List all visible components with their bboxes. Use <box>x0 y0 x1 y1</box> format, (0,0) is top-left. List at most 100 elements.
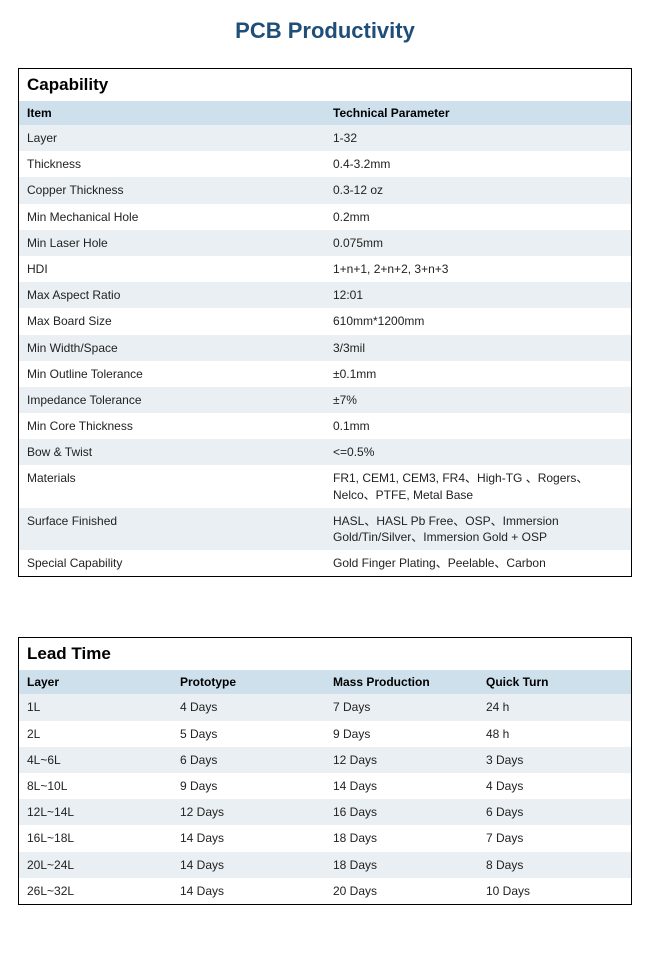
leadtime-cell: 20 Days <box>325 878 478 904</box>
capability-table: Item Technical Parameter Layer1-32Thickn… <box>19 101 631 576</box>
table-row: Special CapabilityGold Finger Plating、Pe… <box>19 550 631 576</box>
leadtime-header-mass: Mass Production <box>325 670 478 694</box>
table-row: Copper Thickness0.3-12 oz <box>19 177 631 203</box>
table-row: HDI1+n+1, 2+n+2, 3+n+3 <box>19 256 631 282</box>
capability-item-cell: Min Laser Hole <box>19 230 325 256</box>
table-row: Bow & Twist<=0.5% <box>19 439 631 465</box>
table-row: Min Laser Hole0.075mm <box>19 230 631 256</box>
capability-table-container: Capability Item Technical Parameter Laye… <box>18 68 632 577</box>
table-row: Max Board Size610mm*1200mm <box>19 308 631 334</box>
table-row: Thickness0.4-3.2mm <box>19 151 631 177</box>
capability-item-cell: Copper Thickness <box>19 177 325 203</box>
leadtime-cell: 18 Days <box>325 825 478 851</box>
table-row: MaterialsFR1, CEM1, CEM3, FR4、High-TG 、R… <box>19 465 631 507</box>
leadtime-header-row: Layer Prototype Mass Production Quick Tu… <box>19 670 631 694</box>
table-row: Min Outline Tolerance±0.1mm <box>19 361 631 387</box>
leadtime-header-quick: Quick Turn <box>478 670 631 694</box>
capability-item-cell: HDI <box>19 256 325 282</box>
table-row: 12L~14L12 Days16 Days6 Days <box>19 799 631 825</box>
capability-param-cell: ±7% <box>325 387 631 413</box>
leadtime-cell: 48 h <box>478 721 631 747</box>
table-row: Min Core Thickness0.1mm <box>19 413 631 439</box>
capability-item-cell: Surface Finished <box>19 508 325 550</box>
capability-item-cell: Special Capability <box>19 550 325 576</box>
leadtime-cell: 18 Days <box>325 852 478 878</box>
capability-item-cell: Min Mechanical Hole <box>19 204 325 230</box>
leadtime-cell: 2L <box>19 721 172 747</box>
capability-section-title: Capability <box>19 69 631 101</box>
leadtime-cell: 4 Days <box>172 694 325 720</box>
leadtime-table: Layer Prototype Mass Production Quick Tu… <box>19 670 631 904</box>
leadtime-cell: 12L~14L <box>19 799 172 825</box>
leadtime-cell: 12 Days <box>172 799 325 825</box>
capability-param-cell: 12:01 <box>325 282 631 308</box>
table-row: Layer1-32 <box>19 125 631 151</box>
leadtime-cell: 14 Days <box>172 878 325 904</box>
table-row: Impedance Tolerance±7% <box>19 387 631 413</box>
capability-param-cell: 0.3-12 oz <box>325 177 631 203</box>
table-row: Surface FinishedHASL、HASL Pb Free、OSP、Im… <box>19 508 631 550</box>
leadtime-cell: 24 h <box>478 694 631 720</box>
leadtime-cell: 26L~32L <box>19 878 172 904</box>
capability-param-cell: <=0.5% <box>325 439 631 465</box>
capability-item-cell: Bow & Twist <box>19 439 325 465</box>
leadtime-cell: 16L~18L <box>19 825 172 851</box>
leadtime-header-prototype: Prototype <box>172 670 325 694</box>
capability-param-cell: 0.4-3.2mm <box>325 151 631 177</box>
capability-param-cell: 1+n+1, 2+n+2, 3+n+3 <box>325 256 631 282</box>
leadtime-cell: 16 Days <box>325 799 478 825</box>
leadtime-section-title: Lead Time <box>19 638 631 670</box>
capability-item-cell: Max Board Size <box>19 308 325 334</box>
leadtime-table-container: Lead Time Layer Prototype Mass Productio… <box>18 637 632 905</box>
table-row: 2L5 Days9 Days48 h <box>19 721 631 747</box>
table-row: 16L~18L14 Days18 Days7 Days <box>19 825 631 851</box>
capability-param-cell: 3/3mil <box>325 335 631 361</box>
leadtime-cell: 6 Days <box>172 747 325 773</box>
capability-item-cell: Impedance Tolerance <box>19 387 325 413</box>
leadtime-cell: 1L <box>19 694 172 720</box>
leadtime-cell: 8L~10L <box>19 773 172 799</box>
leadtime-cell: 14 Days <box>325 773 478 799</box>
table-row: 4L~6L6 Days12 Days3 Days <box>19 747 631 773</box>
table-row: 26L~32L14 Days20 Days10 Days <box>19 878 631 904</box>
leadtime-cell: 7 Days <box>478 825 631 851</box>
capability-header-item: Item <box>19 101 325 125</box>
capability-header-row: Item Technical Parameter <box>19 101 631 125</box>
capability-param-cell: HASL、HASL Pb Free、OSP、Immersion Gold/Tin… <box>325 508 631 550</box>
capability-param-cell: 0.1mm <box>325 413 631 439</box>
table-row: Min Mechanical Hole0.2mm <box>19 204 631 230</box>
capability-item-cell: Min Core Thickness <box>19 413 325 439</box>
capability-param-cell: 1-32 <box>325 125 631 151</box>
leadtime-cell: 6 Days <box>478 799 631 825</box>
leadtime-cell: 9 Days <box>325 721 478 747</box>
capability-param-cell: FR1, CEM1, CEM3, FR4、High-TG 、Rogers、Nel… <box>325 465 631 507</box>
capability-item-cell: Min Width/Space <box>19 335 325 361</box>
table-row: 20L~24L14 Days18 Days8 Days <box>19 852 631 878</box>
leadtime-cell: 5 Days <box>172 721 325 747</box>
capability-param-cell: ±0.1mm <box>325 361 631 387</box>
leadtime-cell: 7 Days <box>325 694 478 720</box>
leadtime-cell: 4 Days <box>478 773 631 799</box>
page-title: PCB Productivity <box>0 18 650 44</box>
table-row: 1L4 Days7 Days24 h <box>19 694 631 720</box>
capability-item-cell: Layer <box>19 125 325 151</box>
leadtime-cell: 4L~6L <box>19 747 172 773</box>
leadtime-cell: 8 Days <box>478 852 631 878</box>
capability-param-cell: Gold Finger Plating、Peelable、Carbon <box>325 550 631 576</box>
leadtime-cell: 10 Days <box>478 878 631 904</box>
leadtime-header-layer: Layer <box>19 670 172 694</box>
capability-param-cell: 0.2mm <box>325 204 631 230</box>
table-row: Max Aspect Ratio12:01 <box>19 282 631 308</box>
leadtime-cell: 20L~24L <box>19 852 172 878</box>
capability-item-cell: Materials <box>19 465 325 507</box>
table-row: Min Width/Space3/3mil <box>19 335 631 361</box>
leadtime-cell: 9 Days <box>172 773 325 799</box>
capability-param-cell: 0.075mm <box>325 230 631 256</box>
table-row: 8L~10L9 Days14 Days4 Days <box>19 773 631 799</box>
capability-item-cell: Max Aspect Ratio <box>19 282 325 308</box>
capability-item-cell: Min Outline Tolerance <box>19 361 325 387</box>
capability-param-cell: 610mm*1200mm <box>325 308 631 334</box>
capability-header-param: Technical Parameter <box>325 101 631 125</box>
capability-item-cell: Thickness <box>19 151 325 177</box>
leadtime-cell: 12 Days <box>325 747 478 773</box>
